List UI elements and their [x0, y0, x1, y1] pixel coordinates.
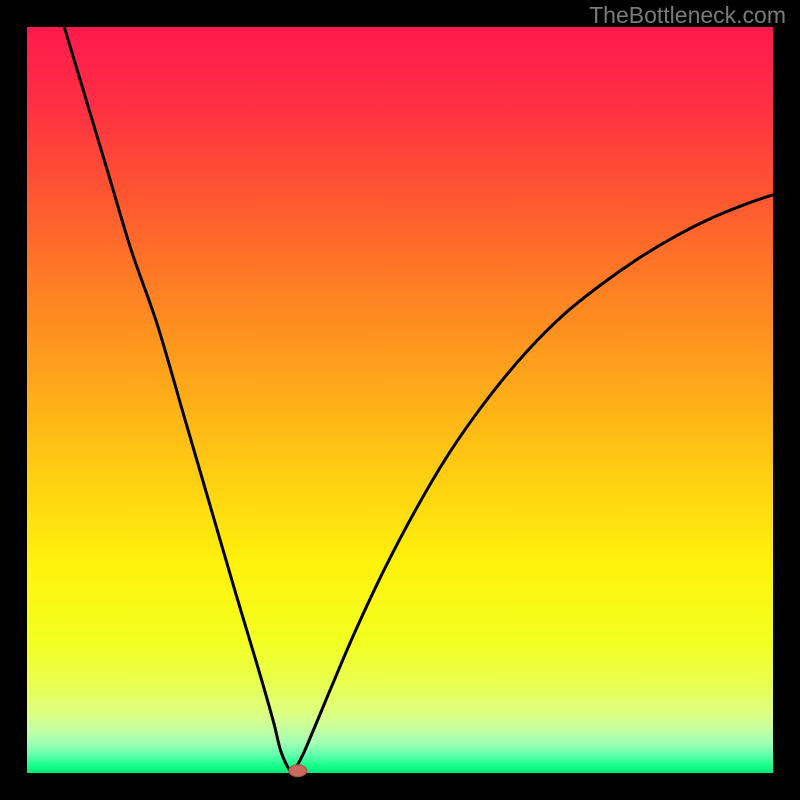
optimal-point-marker [289, 765, 307, 777]
watermark-label: TheBottleneck.com [589, 2, 786, 29]
chart-background [27, 27, 773, 773]
bottleneck-curve-chart [0, 0, 800, 800]
chart-container: TheBottleneck.com [0, 0, 800, 800]
